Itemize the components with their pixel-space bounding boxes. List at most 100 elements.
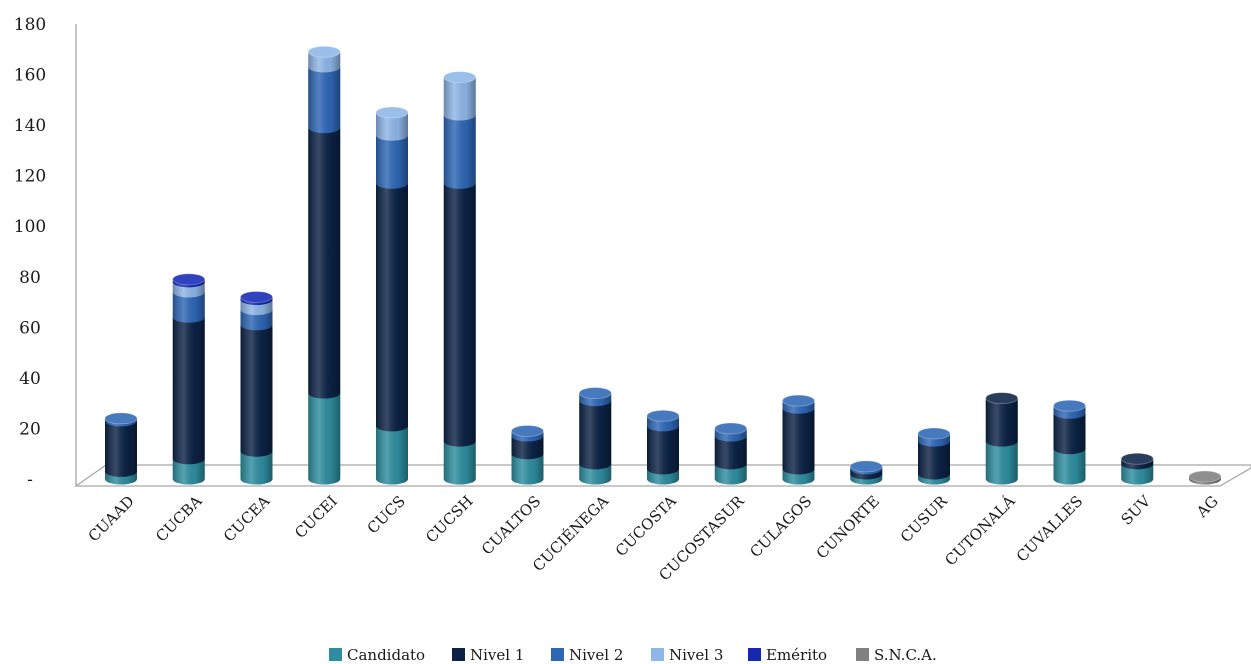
legend-item: Emérito [748,646,827,664]
bar-stack-cucostasur [714,422,748,485]
bar-segment-shade [647,425,679,475]
bar-top-cap [1053,399,1086,412]
legend-swatch [551,648,564,661]
bar-segment-shade [308,66,341,134]
x-tick-label: CUAAD [85,492,138,545]
bar-top-cap-highlight [1053,400,1086,412]
legend-label: Candidato [347,646,425,664]
bar-top-cap-highlight [376,106,408,118]
legend-label: Nivel 3 [669,646,723,664]
bar-top-cap [307,45,341,58]
legend-label: S.N.C.A. [874,646,937,664]
bar-segment-shade [985,398,1018,447]
bar-top-cap-highlight [850,460,883,472]
y-tick-label: - [27,470,33,490]
legend-swatch [452,648,465,661]
bar-top-cap-highlight [105,412,137,424]
bar-top-cap-highlight [308,46,341,58]
legend-label: Emérito [766,646,827,664]
bar-top-cap-highlight [443,71,476,83]
bar-top-cap-highlight [918,428,950,439]
y-tick-label: 100 [14,217,46,237]
bar-segment-shade [714,463,747,485]
bar-top-cap [578,387,612,399]
bar-stack-cucs [375,106,409,485]
bar-stack-cuvalles [1053,399,1086,485]
legend-label: Nivel 1 [470,646,524,664]
bar-segment-shade [308,393,341,485]
bar-stack-cusur [917,427,951,485]
bar-segment-shade [443,441,476,485]
x-tick-label: CULAGOS [746,492,815,561]
bar-segment-shade [918,441,950,480]
bar-top-cap [985,392,1019,405]
bar-stack-ag [1188,470,1222,485]
x-tick-label: CUALTOS [478,492,544,558]
bar-top-cap [1188,470,1222,483]
bar-top-cap-highlight [714,422,747,434]
legend-swatch [651,648,664,661]
legend-swatch [329,648,342,661]
bar-stack-culagos [782,394,815,485]
bar-top-cap-highlight [172,273,205,285]
bar-stack-cucea [240,291,273,485]
bar-top-cap [511,425,544,437]
bar-segment-shade [985,441,1018,485]
legend-item: Nivel 2 [551,646,623,664]
x-tick-label: AG [1192,492,1222,522]
bar-stack-cucsh [443,71,477,485]
bar-stack-cunorte [849,460,883,485]
bar-segment-shade [443,183,476,447]
bar-top-cap [714,422,748,435]
bar-segment-shade [172,317,205,465]
bar-segment-shade [240,324,273,457]
bar-segment-shade [443,77,476,121]
bar-segment-shade [511,436,544,460]
bar-segment-shade [511,453,544,485]
bar-top-cap [917,427,951,440]
bar-segment-shade [308,127,341,399]
bar-top-cap-highlight [1121,453,1154,465]
chart-labels: CUAAD CUCBA CUCEA CUCEI CUCS CUCSH CUALTOSCUCI… [85,491,1222,584]
legend-item: S.N.C.A. [856,646,937,664]
bar-stack-cuciénega [578,387,612,485]
x-tick-label: CUCOSTA [612,492,680,560]
bar-top-cap-highlight [985,392,1018,404]
bar-segment-shade [443,115,476,189]
bar-top-cap [240,291,273,303]
legend-item: Nivel 3 [651,646,723,664]
bar-segment-shade [1121,463,1154,485]
bar-segment-shade [1053,413,1086,455]
chart-legend: Candidato Nivel 1 Nivel 2 Nivel 3 Emérito S.N… [329,646,937,664]
y-tick-label: 120 [14,167,46,187]
bar-stack-cucosta [646,409,680,485]
x-tick-label: CUTONALÁ [941,492,1018,569]
x-tick-label: CUCS [364,492,409,537]
bar-top-cap [443,71,477,83]
bar-segment-shade [579,400,612,470]
bar-top-cap-highlight [240,291,273,303]
x-tick-label: SUV [1117,491,1154,528]
bar-stack-cuaad [104,412,138,485]
bar-stack-cucei [307,45,341,485]
x-tick-label: CUVALLES [1013,492,1086,565]
bar-segment-shade [376,425,408,485]
y-tick-label: 40 [19,369,41,389]
bar-top-cap-highlight [511,425,544,437]
bar-segment-shade [376,112,408,141]
y-tick-label: 60 [19,318,41,338]
chart-bars [104,45,1222,485]
legend-item: Candidato [329,646,425,664]
bar-top-cap [172,273,206,286]
bar-segment-shade [172,458,205,485]
bar-top-cap [646,409,680,422]
y-tick-label: 180 [14,15,46,35]
bar-segment-shade [376,183,408,432]
bar-segment-shade [782,408,815,475]
bar-segment-shade [172,291,205,323]
bar-top-cap [849,460,883,473]
x-tick-label: CUCEI [291,492,341,542]
bar-top-cap [1120,452,1154,465]
bar-top-cap-highlight [1189,470,1221,482]
x-tick-label: CUCSH [422,492,476,546]
